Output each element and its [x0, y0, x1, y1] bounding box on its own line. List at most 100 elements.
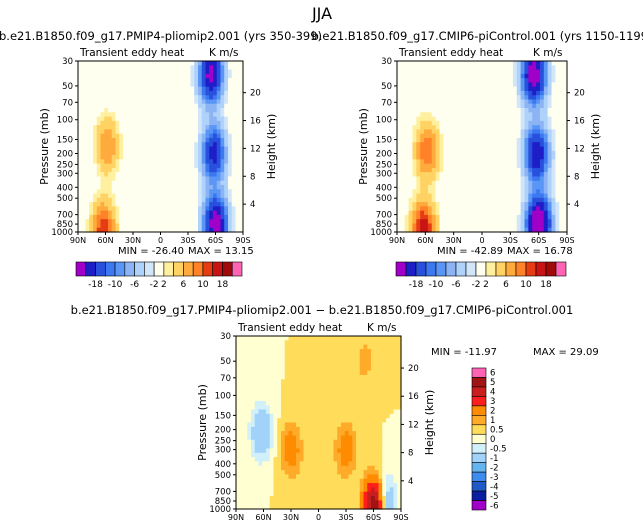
- heatmap-cell: [520, 112, 526, 118]
- heatmap-cell: [126, 65, 132, 71]
- heatmap-cell: [420, 184, 425, 190]
- colorbar-swatch: [85, 261, 96, 277]
- heatmap-cell: [400, 73, 406, 79]
- heatmap-cell: [447, 120, 452, 126]
- heatmap-cell: [164, 180, 169, 186]
- heatmap-cell: [543, 69, 549, 75]
- heatmap-cell: [164, 112, 169, 118]
- heatmap-cell: [559, 69, 564, 75]
- heatmap-cell: [126, 223, 132, 229]
- heatmap-cell: [190, 95, 195, 101]
- heatmap-cell: [493, 103, 499, 109]
- heatmap-cell: [236, 357, 241, 363]
- heatmap-cell: [175, 116, 180, 122]
- heatmap-cell: [520, 176, 526, 182]
- heatmap-cell: [416, 129, 421, 135]
- heatmap-cell: [179, 116, 184, 122]
- heatmap-cell: [352, 461, 357, 467]
- heatmap-cell: [108, 65, 113, 71]
- heatmap-cell: [318, 379, 323, 385]
- heatmap-cell: [266, 344, 271, 350]
- heatmap-cell: [505, 78, 510, 83]
- heatmap-cell: [493, 86, 499, 92]
- heatmap-cell: [201, 86, 207, 92]
- heatmap-cell: [547, 219, 553, 225]
- heatmap-cell: [296, 413, 301, 419]
- heatmap-cell: [228, 108, 233, 113]
- heatmap-cell: [435, 193, 441, 199]
- heatmap-cell: [201, 120, 207, 126]
- heatmap-cell: [123, 193, 128, 199]
- heatmap-cell: [186, 172, 192, 178]
- heatmap-cell: [543, 163, 549, 169]
- heatmap-cell: [85, 206, 90, 212]
- heatmap-cell: [303, 474, 308, 480]
- heatmap-cell: [536, 116, 541, 122]
- heatmap-cell: [130, 116, 135, 122]
- heatmap-cell: [119, 163, 124, 169]
- heatmap-cell: [352, 431, 357, 437]
- heatmap-cell: [209, 82, 214, 88]
- heatmap-cell: [269, 478, 275, 484]
- heatmap-cell: [458, 90, 464, 96]
- heatmap-cell: [258, 396, 263, 402]
- heatmap-cell: [489, 137, 495, 143]
- heatmap-cell: [466, 120, 472, 126]
- heatmap-cell: [447, 223, 452, 229]
- heatmap-cell: [153, 172, 158, 178]
- heatmap-cell: [356, 357, 361, 363]
- heatmap-cell: [443, 155, 448, 160]
- heatmap-cell: [532, 219, 537, 225]
- heatmap-cell: [205, 137, 210, 143]
- heatmap-cell: [201, 210, 207, 216]
- heatmap-cell: [408, 108, 414, 113]
- heatmap-cell: [78, 167, 83, 173]
- heatmap-cell: [168, 125, 173, 131]
- heatmap-cell: [543, 159, 549, 165]
- heatmap-cell: [439, 227, 444, 233]
- heatmap-cell: [559, 61, 564, 66]
- heatmap-cell: [516, 99, 522, 105]
- heatmap-cell: [551, 125, 557, 131]
- heatmap-cell: [168, 184, 173, 190]
- heatmap-cell: [258, 457, 263, 463]
- heatmap-cell: [175, 125, 180, 131]
- heatmap-cell: [489, 180, 495, 186]
- heatmap-cell: [424, 137, 429, 143]
- heatmap-cell: [179, 65, 184, 71]
- heatmap-cell: [458, 176, 464, 182]
- heatmap-cell: [559, 78, 564, 83]
- heatmap-cell: [435, 129, 441, 135]
- heatmap-cell: [220, 206, 225, 212]
- heatmap-cell: [224, 103, 229, 109]
- heatmap-cell: [266, 340, 271, 346]
- heatmap-cell: [412, 219, 417, 225]
- heatmap-cell: [104, 69, 109, 75]
- heatmap-cell: [555, 133, 560, 139]
- heatmap-cell: [96, 95, 102, 101]
- heatmap-cell: [451, 155, 456, 160]
- heatmap-cell: [337, 400, 342, 406]
- heatmap-cell: [489, 159, 495, 165]
- heatmap-cell: [539, 206, 545, 212]
- heatmap-cell: [126, 137, 132, 143]
- heatmap-cell: [183, 125, 188, 131]
- heatmap-cell: [427, 167, 433, 173]
- heatmap-cell: [299, 435, 305, 441]
- x-tick-label: 90N: [389, 236, 405, 245]
- heatmap-cell: [536, 90, 541, 96]
- heatmap-cell: [485, 108, 491, 113]
- heatmap-cell: [138, 163, 143, 169]
- heatmap-cell: [344, 344, 350, 350]
- heatmap-cell: [489, 189, 495, 195]
- colorbar-swatch: [114, 261, 126, 277]
- heatmap-cell: [164, 172, 169, 178]
- heatmap-cell: [228, 61, 233, 66]
- heatmap-cell: [563, 73, 568, 79]
- heatmap-cell: [435, 163, 441, 169]
- heatmap-cell: [501, 99, 506, 105]
- heatmap-cell: [269, 487, 275, 493]
- heatmap-cell: [516, 146, 522, 152]
- heatmap-cell: [489, 193, 495, 199]
- heatmap-cell: [435, 176, 441, 182]
